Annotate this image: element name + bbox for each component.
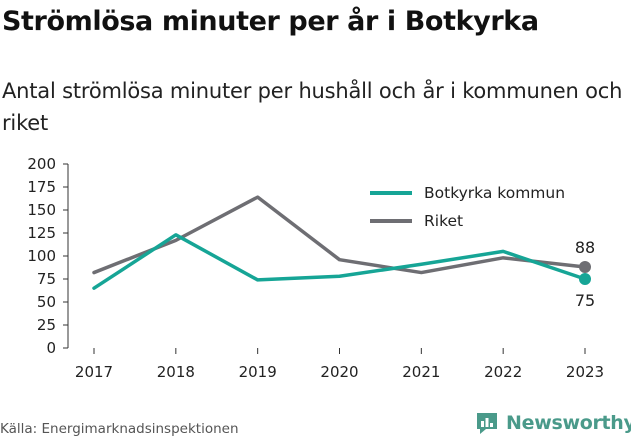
x-tick-label: 2017 <box>75 363 113 381</box>
series-endpoint-0 <box>579 273 591 285</box>
series-line-1 <box>92 195 587 275</box>
x-tick-label: 2019 <box>239 363 277 381</box>
y-tick-label: 0 <box>46 339 56 357</box>
legend-label-1: Riket <box>424 212 463 230</box>
y-tick-label: 175 <box>27 178 56 196</box>
x-tick-label: 2022 <box>484 363 522 381</box>
chart-lines <box>92 195 591 290</box>
x-tick-label: 2023 <box>566 363 604 381</box>
brand-name: Newsworthy <box>506 412 631 434</box>
y-tick-label: 75 <box>37 270 56 288</box>
series-line-0 <box>92 233 587 290</box>
legend: Botkyrka kommun Riket <box>362 178 598 236</box>
source-note: Källa: Energimarknadsinspektionen <box>0 421 239 437</box>
newsworthy-logo-icon <box>477 413 497 434</box>
series-endpoint-1 <box>579 261 591 274</box>
end-label-riket: 88 <box>575 238 595 257</box>
x-tick-label: 2021 <box>402 363 440 381</box>
x-tick-label: 2018 <box>157 363 195 381</box>
y-tick-label: 150 <box>27 201 56 219</box>
brand-logo[interactable]: Newsworthy <box>474 408 631 438</box>
chart-title: Strömlösa minuter per år i Botkyrka <box>2 6 539 37</box>
y-tick-label: 50 <box>37 293 56 311</box>
x-tick-label: 2020 <box>320 363 358 381</box>
y-axis: 0 25 50 75 100 125 150 175 200 <box>27 155 69 357</box>
legend-label-0: Botkyrka kommun <box>424 184 565 202</box>
y-tick-label: 125 <box>27 224 56 242</box>
legend-box <box>362 178 598 236</box>
y-tick-label: 100 <box>27 247 56 265</box>
chart-subtitle: Antal strömlösa minuter per hushåll och … <box>2 79 623 135</box>
x-axis: 2017 2018 2019 2020 2021 2022 2023 <box>75 348 604 381</box>
y-tick-label: 25 <box>37 316 56 334</box>
end-labels: 75 88 <box>575 238 595 310</box>
y-tick-label: 200 <box>27 155 56 173</box>
end-label-botkyrka: 75 <box>575 291 595 310</box>
